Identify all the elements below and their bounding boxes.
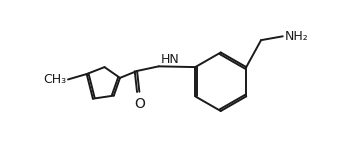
Text: NH₂: NH₂	[285, 30, 309, 43]
Text: O: O	[134, 97, 145, 111]
Text: CH₃: CH₃	[44, 73, 67, 86]
Text: HN: HN	[160, 53, 179, 66]
